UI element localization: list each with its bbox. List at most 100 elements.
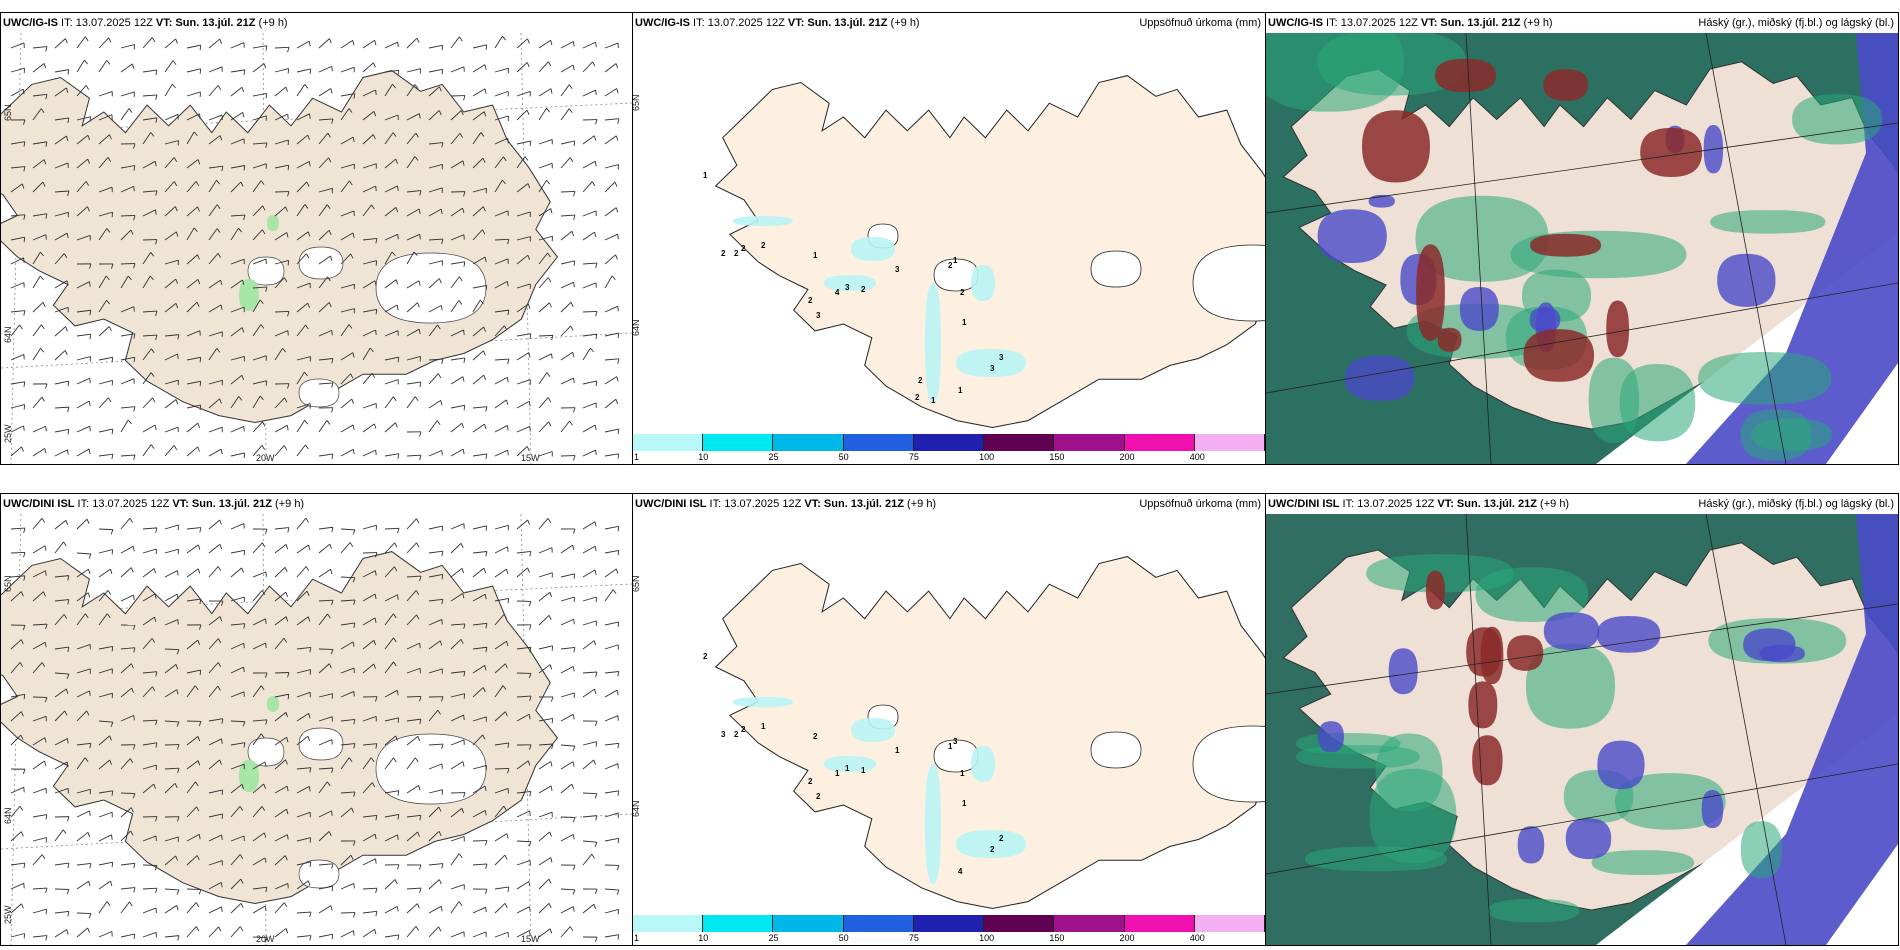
precip-contour-label: 1 bbox=[953, 256, 958, 265]
grid-line bbox=[1266, 122, 1898, 214]
panel-title: Uppsöfnuð úrkoma (mm) bbox=[1139, 17, 1261, 29]
colorbar-tick: 400 bbox=[1189, 933, 1205, 943]
mixed-cloud bbox=[1606, 300, 1630, 358]
mid-cloud bbox=[1597, 740, 1645, 790]
grid-line bbox=[1465, 33, 1492, 464]
precip-area bbox=[925, 283, 941, 403]
precip-contour-label: 2 bbox=[808, 296, 813, 305]
precip-colorbar: 1 10 25 50 75 100 150 200 400 bbox=[633, 915, 1265, 945]
precip-contour-label: 1 bbox=[895, 746, 900, 755]
high-cloud bbox=[1614, 773, 1726, 830]
precip-contour-label: 2 bbox=[999, 834, 1004, 843]
precip-contour-label: 2 bbox=[703, 652, 708, 661]
cloud-map-panel-bottom: UWC/DINI ISL IT: 13.07.2025 12Z VT: Sun.… bbox=[1265, 493, 1899, 946]
precip-map: 12222123432321213312212 bbox=[703, 75, 1265, 429]
mixed-cloud bbox=[1362, 110, 1430, 183]
grid-line bbox=[1465, 514, 1492, 945]
precip-contour-label: 1 bbox=[835, 769, 840, 778]
glacier bbox=[1192, 725, 1265, 803]
panel-header: UWC/IG-IS IT: 13.07.2025 12Z VT: Sun. 13… bbox=[3, 17, 288, 29]
precip-contour-label: 1 bbox=[931, 396, 936, 405]
glacier bbox=[1192, 244, 1265, 322]
high-cloud bbox=[1792, 94, 1883, 145]
mid-cloud bbox=[1759, 645, 1806, 663]
cloud-map bbox=[1266, 33, 1898, 464]
precip-contour-label: 1 bbox=[761, 722, 766, 731]
iceland-land bbox=[714, 75, 1265, 429]
mid-cloud bbox=[1529, 307, 1561, 332]
precip-contour-label: 2 bbox=[734, 730, 739, 739]
colorbar-tick: 25 bbox=[768, 933, 779, 943]
precip-contour-label: 2 bbox=[918, 376, 923, 385]
colorbar-tick: 1 bbox=[634, 933, 640, 943]
high-cloud bbox=[1619, 363, 1696, 442]
mixed-cloud bbox=[1466, 627, 1502, 677]
precip-contour-label: 2 bbox=[816, 792, 821, 801]
colorbar-tick: 75 bbox=[908, 933, 919, 943]
cloud-map bbox=[1266, 514, 1898, 945]
precip-contour-label: 1 bbox=[813, 251, 818, 260]
precip-area bbox=[733, 697, 793, 707]
high-cloud bbox=[1487, 898, 1580, 923]
glacier bbox=[1090, 250, 1142, 288]
high-cloud bbox=[1591, 850, 1695, 876]
glacier bbox=[298, 378, 340, 408]
colorbar-swatch bbox=[703, 915, 774, 932]
rain-patch bbox=[239, 279, 259, 311]
precip-area bbox=[971, 265, 995, 301]
colorbar-swatch bbox=[1124, 434, 1195, 451]
mid-cloud bbox=[1388, 648, 1418, 695]
high-cloud bbox=[1266, 33, 1404, 112]
precip-map-panel-bottom: UWC/DINI ISL IT: 13.07.2025 12Z VT: Sun.… bbox=[632, 493, 1266, 946]
colorbar-tick: 75 bbox=[908, 452, 919, 462]
mixed-cloud bbox=[1425, 570, 1445, 610]
precip-area bbox=[971, 746, 995, 782]
lat-label: 65N bbox=[3, 575, 13, 592]
grid-line bbox=[1266, 763, 1898, 875]
colorbar-swatch bbox=[773, 915, 844, 932]
mixed-cloud bbox=[1530, 233, 1602, 257]
precip-contour-label: 2 bbox=[813, 732, 818, 741]
precip-contour-label: 2 bbox=[948, 261, 953, 270]
mid-cloud bbox=[1701, 790, 1724, 829]
colorbar-swatch bbox=[773, 434, 844, 451]
lat-label: 64N bbox=[3, 807, 13, 824]
precip-contour-label: 3 bbox=[990, 364, 995, 373]
mixed-cloud bbox=[1437, 327, 1462, 352]
precip-contour-label: 1 bbox=[958, 386, 963, 395]
precip-contour-label: 4 bbox=[835, 288, 840, 297]
precip-contour-label: 2 bbox=[761, 241, 766, 250]
lon-label: 25W bbox=[3, 424, 13, 443]
precip-contour-label: 2 bbox=[734, 249, 739, 258]
precip-contour-label: 3 bbox=[816, 311, 821, 320]
panel-header: UWC/IG-IS IT: 13.07.2025 12Z VT: Sun. 13… bbox=[635, 17, 920, 29]
mixed-cloud bbox=[1434, 58, 1497, 93]
precip-contour-label: 3 bbox=[953, 737, 958, 746]
glacier bbox=[1090, 731, 1142, 769]
high-cloud bbox=[1698, 351, 1832, 405]
precip-contour-label: 2 bbox=[915, 393, 920, 402]
lat-label: 65N bbox=[632, 575, 641, 592]
mid-cloud bbox=[1317, 209, 1387, 264]
mid-cloud bbox=[1517, 826, 1545, 864]
lon-label: 20W bbox=[256, 453, 275, 463]
cloud-map-panel-top: UWC/IG-IS IT: 13.07.2025 12Z VT: Sun. 13… bbox=[1265, 12, 1899, 465]
mixed-cloud bbox=[1468, 681, 1498, 729]
panel-header: UWC/DINI ISL IT: 13.07.2025 12Z VT: Sun.… bbox=[1266, 494, 1898, 514]
mid-cloud bbox=[1686, 33, 1898, 464]
precip-area bbox=[925, 764, 941, 884]
high-cloud bbox=[1740, 821, 1783, 879]
lat-label: 65N bbox=[632, 94, 641, 111]
colorbar-swatch bbox=[633, 915, 704, 932]
precip-contour-label: 3 bbox=[895, 265, 900, 274]
panel-header: UWC/DINI ISL IT: 13.07.2025 12Z VT: Sun.… bbox=[635, 498, 937, 510]
wind-map-panel-bottom: UWC/DINI ISL IT: 13.07.2025 12Z VT: Sun.… bbox=[0, 493, 633, 946]
precip-area bbox=[824, 275, 876, 291]
mixed-cloud bbox=[1416, 244, 1445, 341]
precip-area bbox=[956, 830, 1026, 858]
wind-barb-map bbox=[1, 514, 632, 945]
colorbar-tick: 400 bbox=[1189, 452, 1205, 462]
precip-contour-label: 1 bbox=[960, 769, 965, 778]
colorbar-tick: 10 bbox=[698, 452, 709, 462]
